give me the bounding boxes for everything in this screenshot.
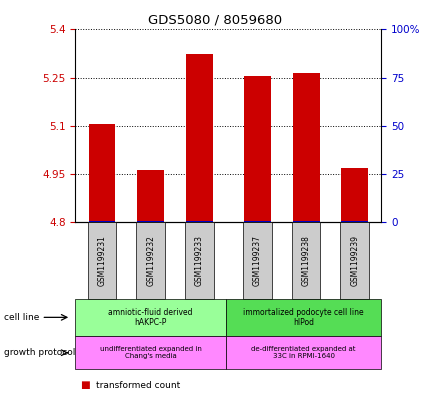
Bar (89, 124, 115, 222)
Text: de-differentiated expanded at
33C in RPMI-1640: de-differentiated expanded at 33C in RPM… (251, 346, 355, 359)
Bar (341, 221, 367, 222)
Bar (292, 221, 319, 222)
Text: ■: ■ (80, 380, 89, 390)
Text: GSM1199237: GSM1199237 (252, 235, 261, 286)
Text: GSM1199238: GSM1199238 (301, 235, 310, 286)
Text: GDS5080 / 8059680: GDS5080 / 8059680 (148, 14, 282, 27)
Text: transformed count: transformed count (96, 381, 180, 389)
Bar (89, 221, 115, 222)
Bar (341, 168, 367, 222)
Text: GSM1199232: GSM1199232 (146, 235, 155, 286)
Text: immortalized podocyte cell line
hIPod: immortalized podocyte cell line hIPod (243, 308, 363, 327)
Text: amniotic-fluid derived
hAKPC-P: amniotic-fluid derived hAKPC-P (108, 308, 193, 327)
Bar (292, 73, 319, 222)
Bar (185, 221, 212, 222)
Text: undifferentiated expanded in
Chang's media: undifferentiated expanded in Chang's med… (99, 346, 201, 359)
Bar (137, 221, 164, 222)
Bar (244, 221, 270, 222)
Text: growth protocol: growth protocol (4, 348, 76, 357)
Text: GSM1199233: GSM1199233 (194, 235, 203, 286)
Text: GSM1199239: GSM1199239 (350, 235, 358, 286)
Bar (244, 76, 270, 222)
Text: GSM1199231: GSM1199231 (98, 235, 106, 286)
Bar (137, 170, 164, 222)
Text: cell line: cell line (4, 313, 40, 322)
Bar (185, 53, 212, 222)
